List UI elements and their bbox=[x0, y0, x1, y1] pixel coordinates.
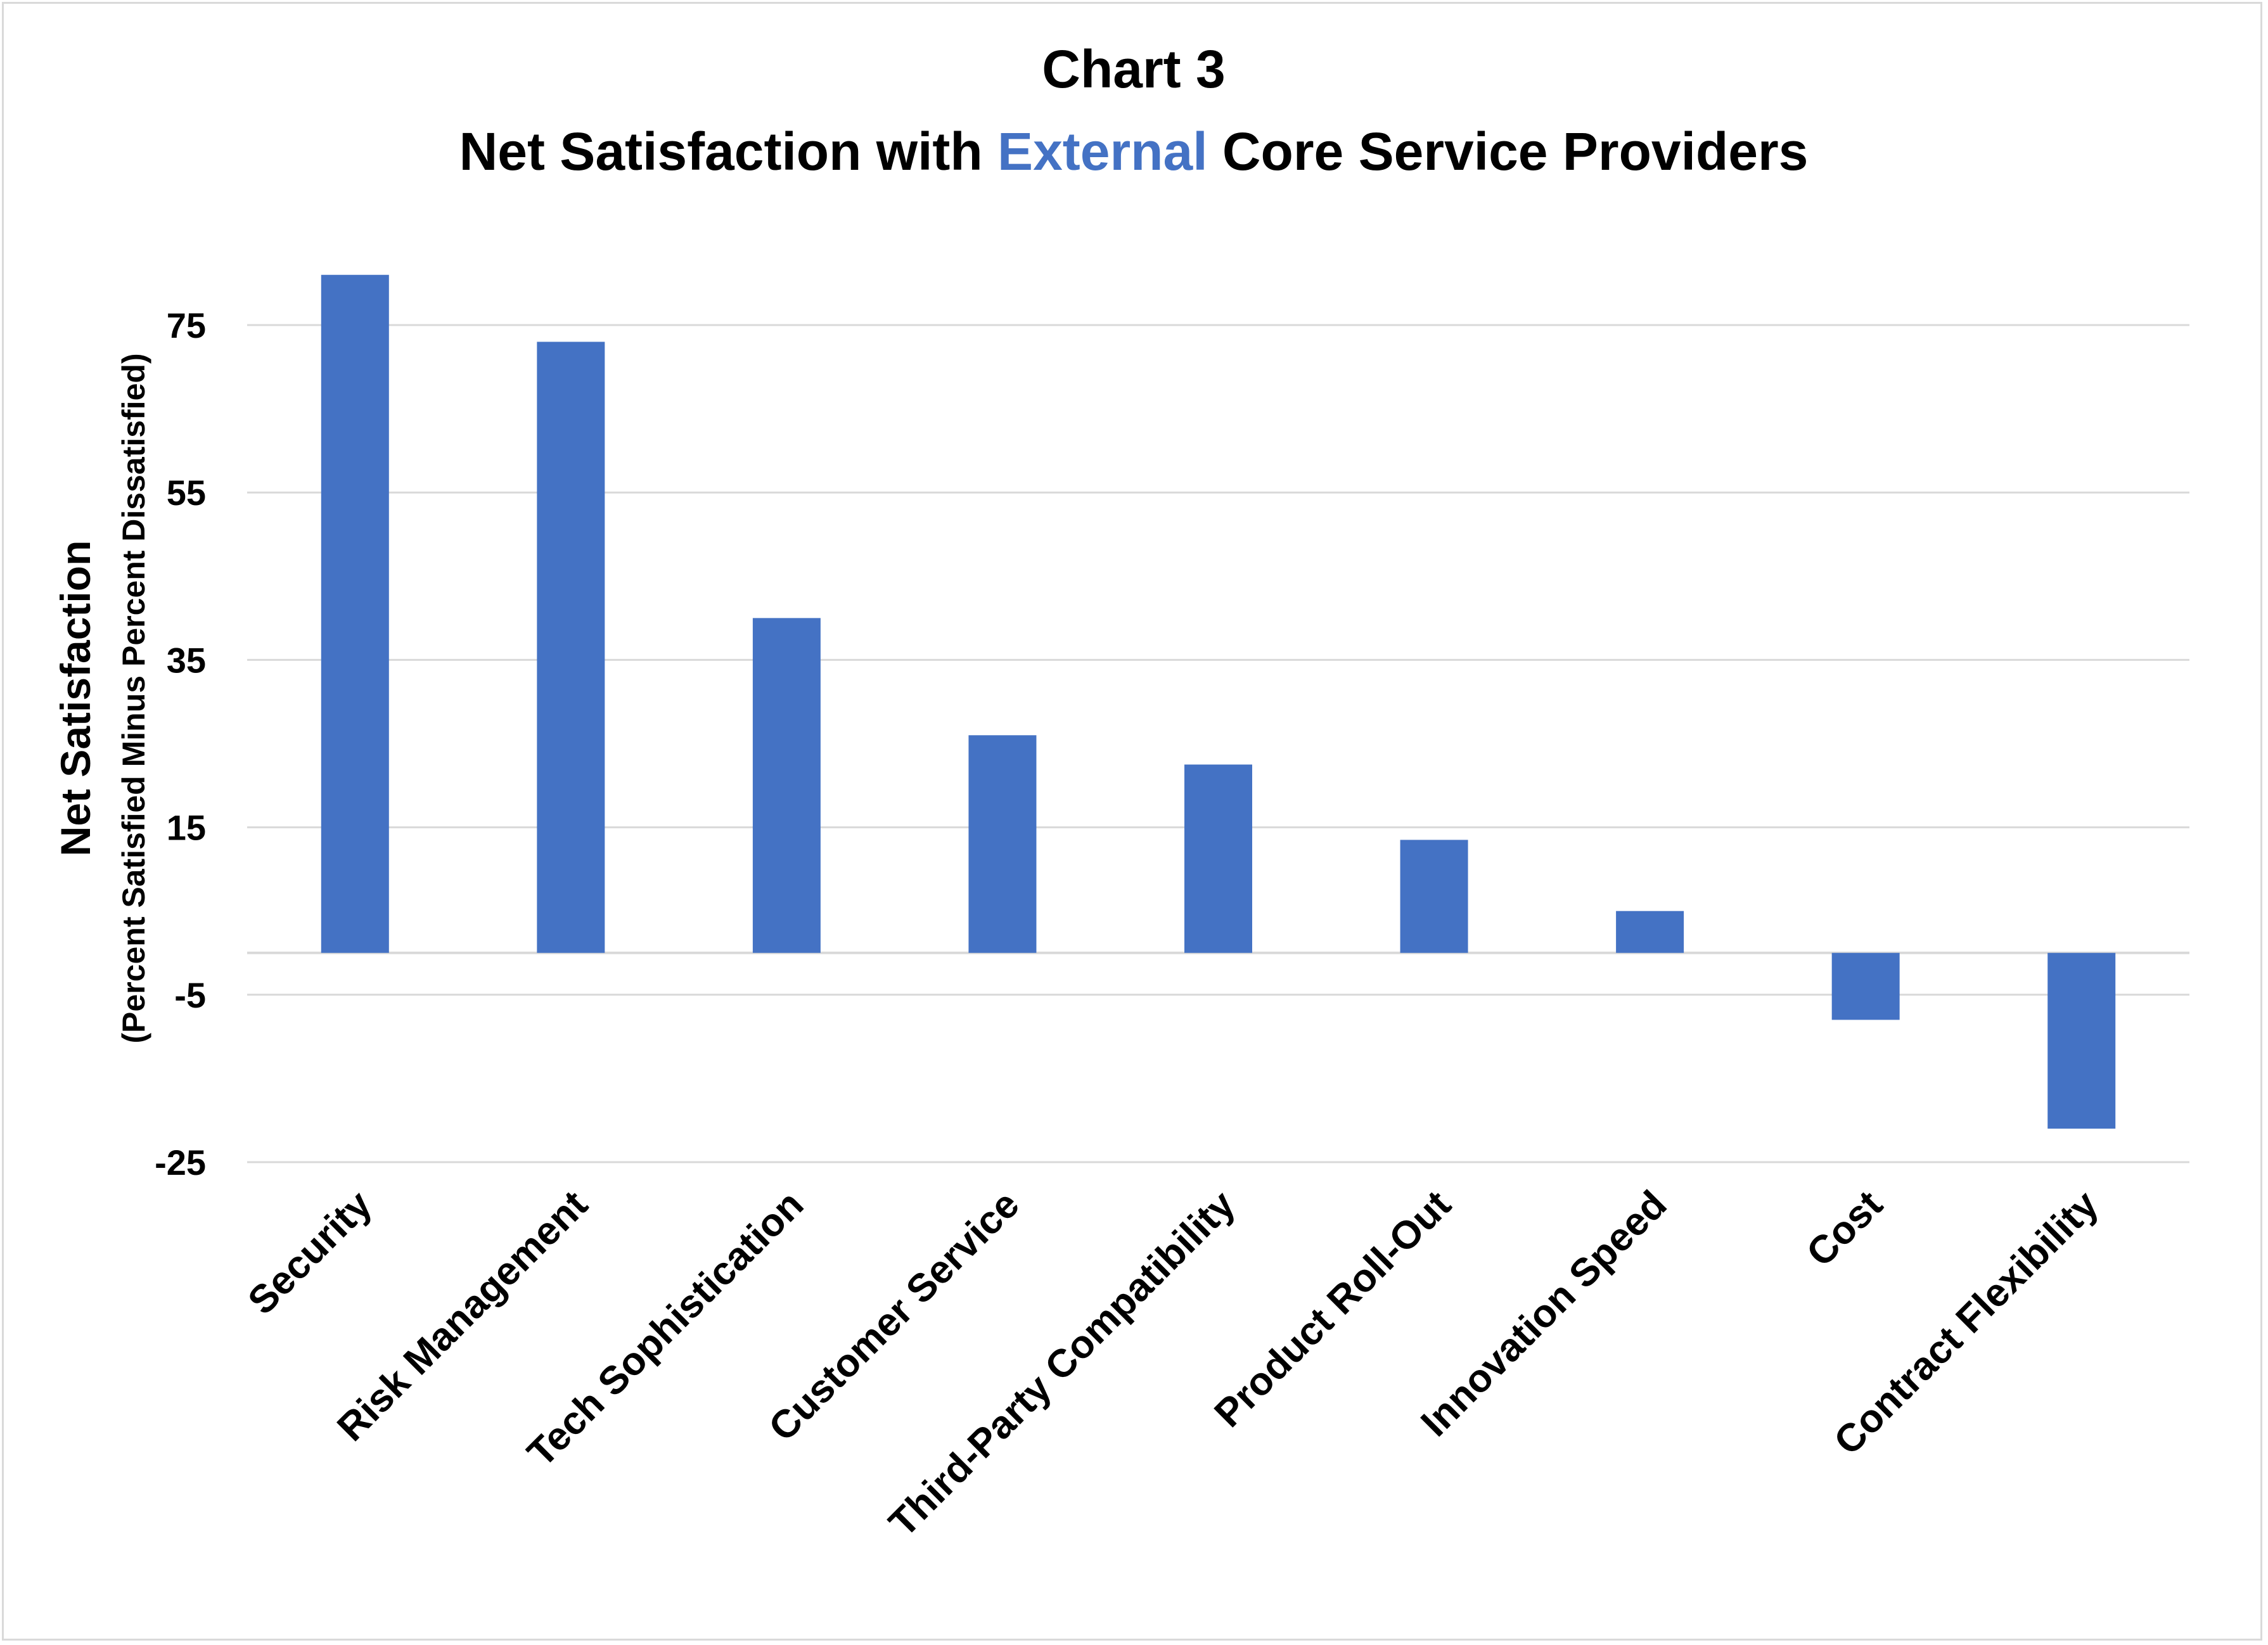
bar-contract-flexibility bbox=[2047, 952, 2116, 1129]
y-axis-label: Net Satisfaction bbox=[52, 541, 99, 857]
y-tick-label: 15 bbox=[167, 808, 206, 848]
y-axis-sublabel: (Percent Satisfied Minus Percent Dissati… bbox=[116, 353, 151, 1043]
x-category-label: Third-Party Compatibility bbox=[881, 1182, 1244, 1546]
chart-title-highlight: External bbox=[997, 122, 1208, 181]
y-axis-ticks: 75 55 35 15 -5 -25 bbox=[155, 305, 206, 1182]
x-category-label: Cost bbox=[1798, 1182, 1891, 1275]
y-tick-label: 35 bbox=[167, 640, 206, 680]
y-tick-label: 55 bbox=[167, 473, 206, 513]
chart-title-line1: Chart 3 bbox=[1042, 39, 1225, 99]
bar-tech-sophistication bbox=[752, 618, 821, 953]
y-tick-label: -25 bbox=[155, 1143, 206, 1182]
y-tick-label: 75 bbox=[167, 305, 206, 345]
bar-product-roll-out bbox=[1400, 840, 1468, 953]
bar-cost bbox=[1831, 952, 1900, 1020]
chart-title-part-before: Net Satisfaction with bbox=[459, 122, 997, 181]
y-tick-label: -5 bbox=[174, 975, 206, 1015]
bar-security bbox=[321, 274, 389, 953]
chart-title-part-after: Core Service Providers bbox=[1208, 122, 1809, 181]
x-category-label: Security bbox=[240, 1182, 380, 1323]
x-category-label: Innovation Speed bbox=[1413, 1182, 1675, 1445]
bar-risk-management bbox=[537, 342, 605, 953]
x-category-label: Product Roll-Out bbox=[1206, 1182, 1459, 1435]
bar-innovation-speed bbox=[1616, 911, 1684, 953]
chart-title-line2: Net Satisfaction with External Core Serv… bbox=[459, 122, 1809, 181]
bar-customer-service bbox=[968, 735, 1037, 953]
bars bbox=[321, 274, 2116, 1129]
bar-third-party-compatibility bbox=[1184, 764, 1252, 953]
